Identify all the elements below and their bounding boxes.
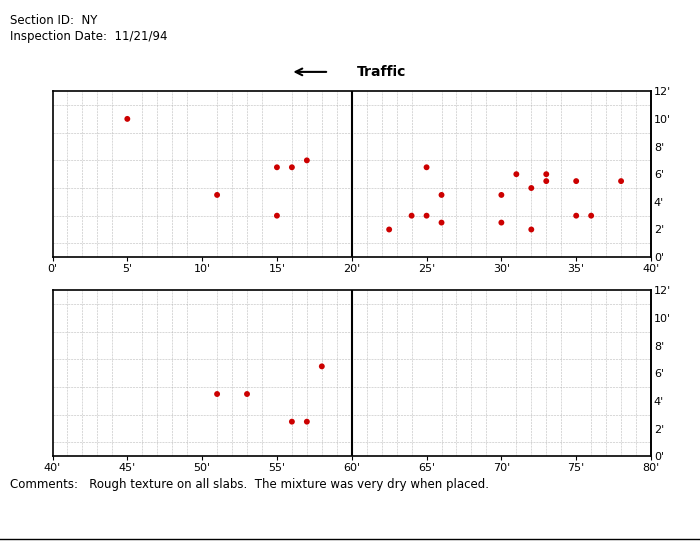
Text: Inspection Date:  11/21/94: Inspection Date: 11/21/94 xyxy=(10,30,168,44)
Point xyxy=(436,190,447,200)
Point xyxy=(211,190,223,200)
Point xyxy=(540,177,552,186)
Point xyxy=(526,225,537,234)
Point xyxy=(211,389,223,398)
Point xyxy=(384,225,395,234)
Text: Section ID:  NY: Section ID: NY xyxy=(10,14,98,27)
Text: Traffic: Traffic xyxy=(357,65,407,79)
Point xyxy=(301,417,312,426)
Point xyxy=(286,417,297,426)
Point xyxy=(406,211,417,220)
Point xyxy=(301,156,312,165)
Point xyxy=(585,211,596,220)
Point xyxy=(496,218,507,227)
Point xyxy=(615,177,626,186)
Point xyxy=(511,170,522,179)
Point xyxy=(272,211,283,220)
Text: Comments:   Rough texture on all slabs.  The mixture was very dry when placed.: Comments: Rough texture on all slabs. Th… xyxy=(10,478,489,492)
Point xyxy=(526,184,537,192)
Point xyxy=(316,362,328,371)
Point xyxy=(570,211,582,220)
Point xyxy=(241,389,253,398)
Point xyxy=(570,177,582,186)
Point xyxy=(540,170,552,179)
Point xyxy=(421,163,432,172)
Point xyxy=(421,211,432,220)
Point xyxy=(496,190,507,200)
Point xyxy=(286,163,297,172)
Point xyxy=(272,163,283,172)
Point xyxy=(436,218,447,227)
Point xyxy=(122,114,133,123)
